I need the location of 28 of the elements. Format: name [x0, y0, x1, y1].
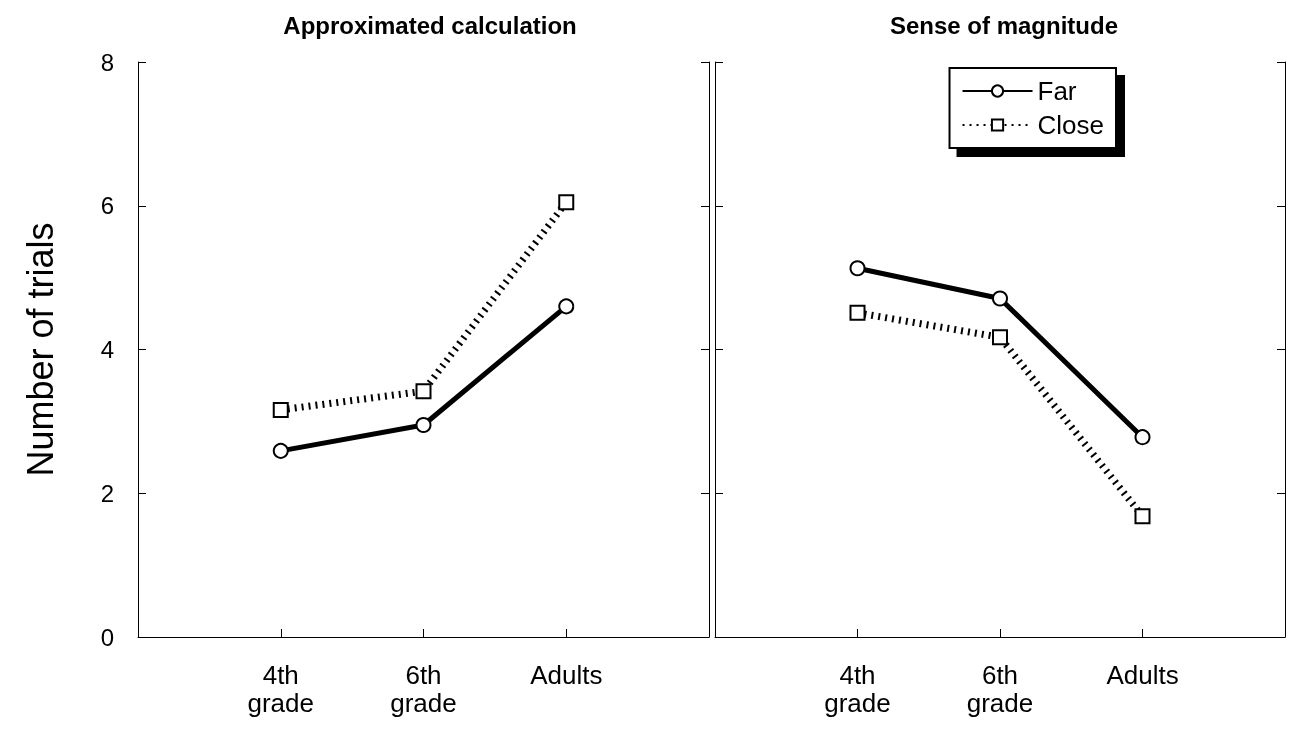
- chart-title: Sense of magnitude: [889, 11, 1119, 39]
- y-axis-title: Number of trials: [19, 222, 61, 477]
- point: [992, 329, 1008, 346]
- x-tick-label: 4th grade: [824, 660, 891, 718]
- x-tick-label: 6th grade: [966, 660, 1034, 718]
- point: [1134, 508, 1151, 525]
- point: [415, 383, 432, 400]
- point: [1134, 429, 1151, 446]
- point: [415, 416, 432, 433]
- y-tick-label: 8: [100, 48, 114, 76]
- point: [272, 442, 289, 459]
- legend-label: Far: [1037, 76, 1077, 106]
- y-tick-label: 0: [100, 623, 114, 651]
- x-tick-label: Adults: [530, 660, 603, 690]
- point: [272, 401, 289, 418]
- y-tick-label: 6: [100, 192, 114, 220]
- y-tick-label: 2: [100, 479, 114, 507]
- y-tick-label: 4: [100, 336, 114, 363]
- point: [849, 304, 866, 321]
- x-tick-label: Adults: [1106, 660, 1179, 690]
- point: [849, 260, 866, 277]
- x-tick-label: 6th grade: [390, 660, 457, 718]
- point: [558, 194, 575, 211]
- legend-label: Close: [1037, 110, 1105, 140]
- point: [558, 298, 575, 315]
- point: [992, 290, 1008, 307]
- x-tick-label: 4th grade: [247, 660, 314, 718]
- chart-title: Approximated calculation: [283, 11, 577, 39]
